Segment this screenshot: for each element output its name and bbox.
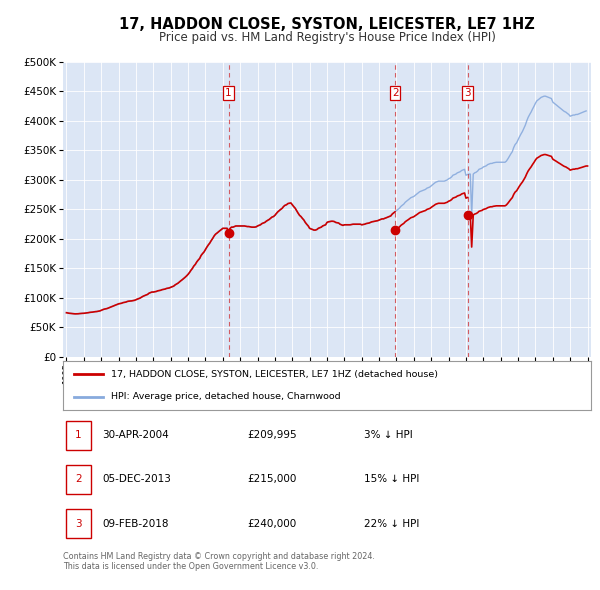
Text: 09-FEB-2018: 09-FEB-2018 bbox=[103, 519, 169, 529]
Text: £240,000: £240,000 bbox=[248, 519, 297, 529]
Text: 1: 1 bbox=[75, 430, 82, 440]
Text: 3: 3 bbox=[75, 519, 82, 529]
Text: 3% ↓ HPI: 3% ↓ HPI bbox=[364, 430, 413, 440]
FancyBboxPatch shape bbox=[65, 465, 91, 494]
Text: 3: 3 bbox=[464, 88, 471, 98]
Text: 22% ↓ HPI: 22% ↓ HPI bbox=[364, 519, 419, 529]
Text: Contains HM Land Registry data © Crown copyright and database right 2024.
This d: Contains HM Land Registry data © Crown c… bbox=[63, 552, 375, 571]
Text: £209,995: £209,995 bbox=[248, 430, 298, 440]
FancyBboxPatch shape bbox=[65, 509, 91, 538]
Text: 1: 1 bbox=[225, 88, 232, 98]
Text: Price paid vs. HM Land Registry's House Price Index (HPI): Price paid vs. HM Land Registry's House … bbox=[158, 31, 496, 44]
Text: HPI: Average price, detached house, Charnwood: HPI: Average price, detached house, Char… bbox=[110, 392, 340, 401]
Text: 17, HADDON CLOSE, SYSTON, LEICESTER, LE7 1HZ: 17, HADDON CLOSE, SYSTON, LEICESTER, LE7… bbox=[119, 17, 535, 31]
Text: 2: 2 bbox=[75, 474, 82, 484]
Text: 2: 2 bbox=[392, 88, 398, 98]
Text: 30-APR-2004: 30-APR-2004 bbox=[103, 430, 169, 440]
Text: £215,000: £215,000 bbox=[248, 474, 297, 484]
Text: 17, HADDON CLOSE, SYSTON, LEICESTER, LE7 1HZ (detached house): 17, HADDON CLOSE, SYSTON, LEICESTER, LE7… bbox=[110, 370, 437, 379]
Text: 05-DEC-2013: 05-DEC-2013 bbox=[103, 474, 172, 484]
Text: 15% ↓ HPI: 15% ↓ HPI bbox=[364, 474, 419, 484]
FancyBboxPatch shape bbox=[65, 421, 91, 450]
